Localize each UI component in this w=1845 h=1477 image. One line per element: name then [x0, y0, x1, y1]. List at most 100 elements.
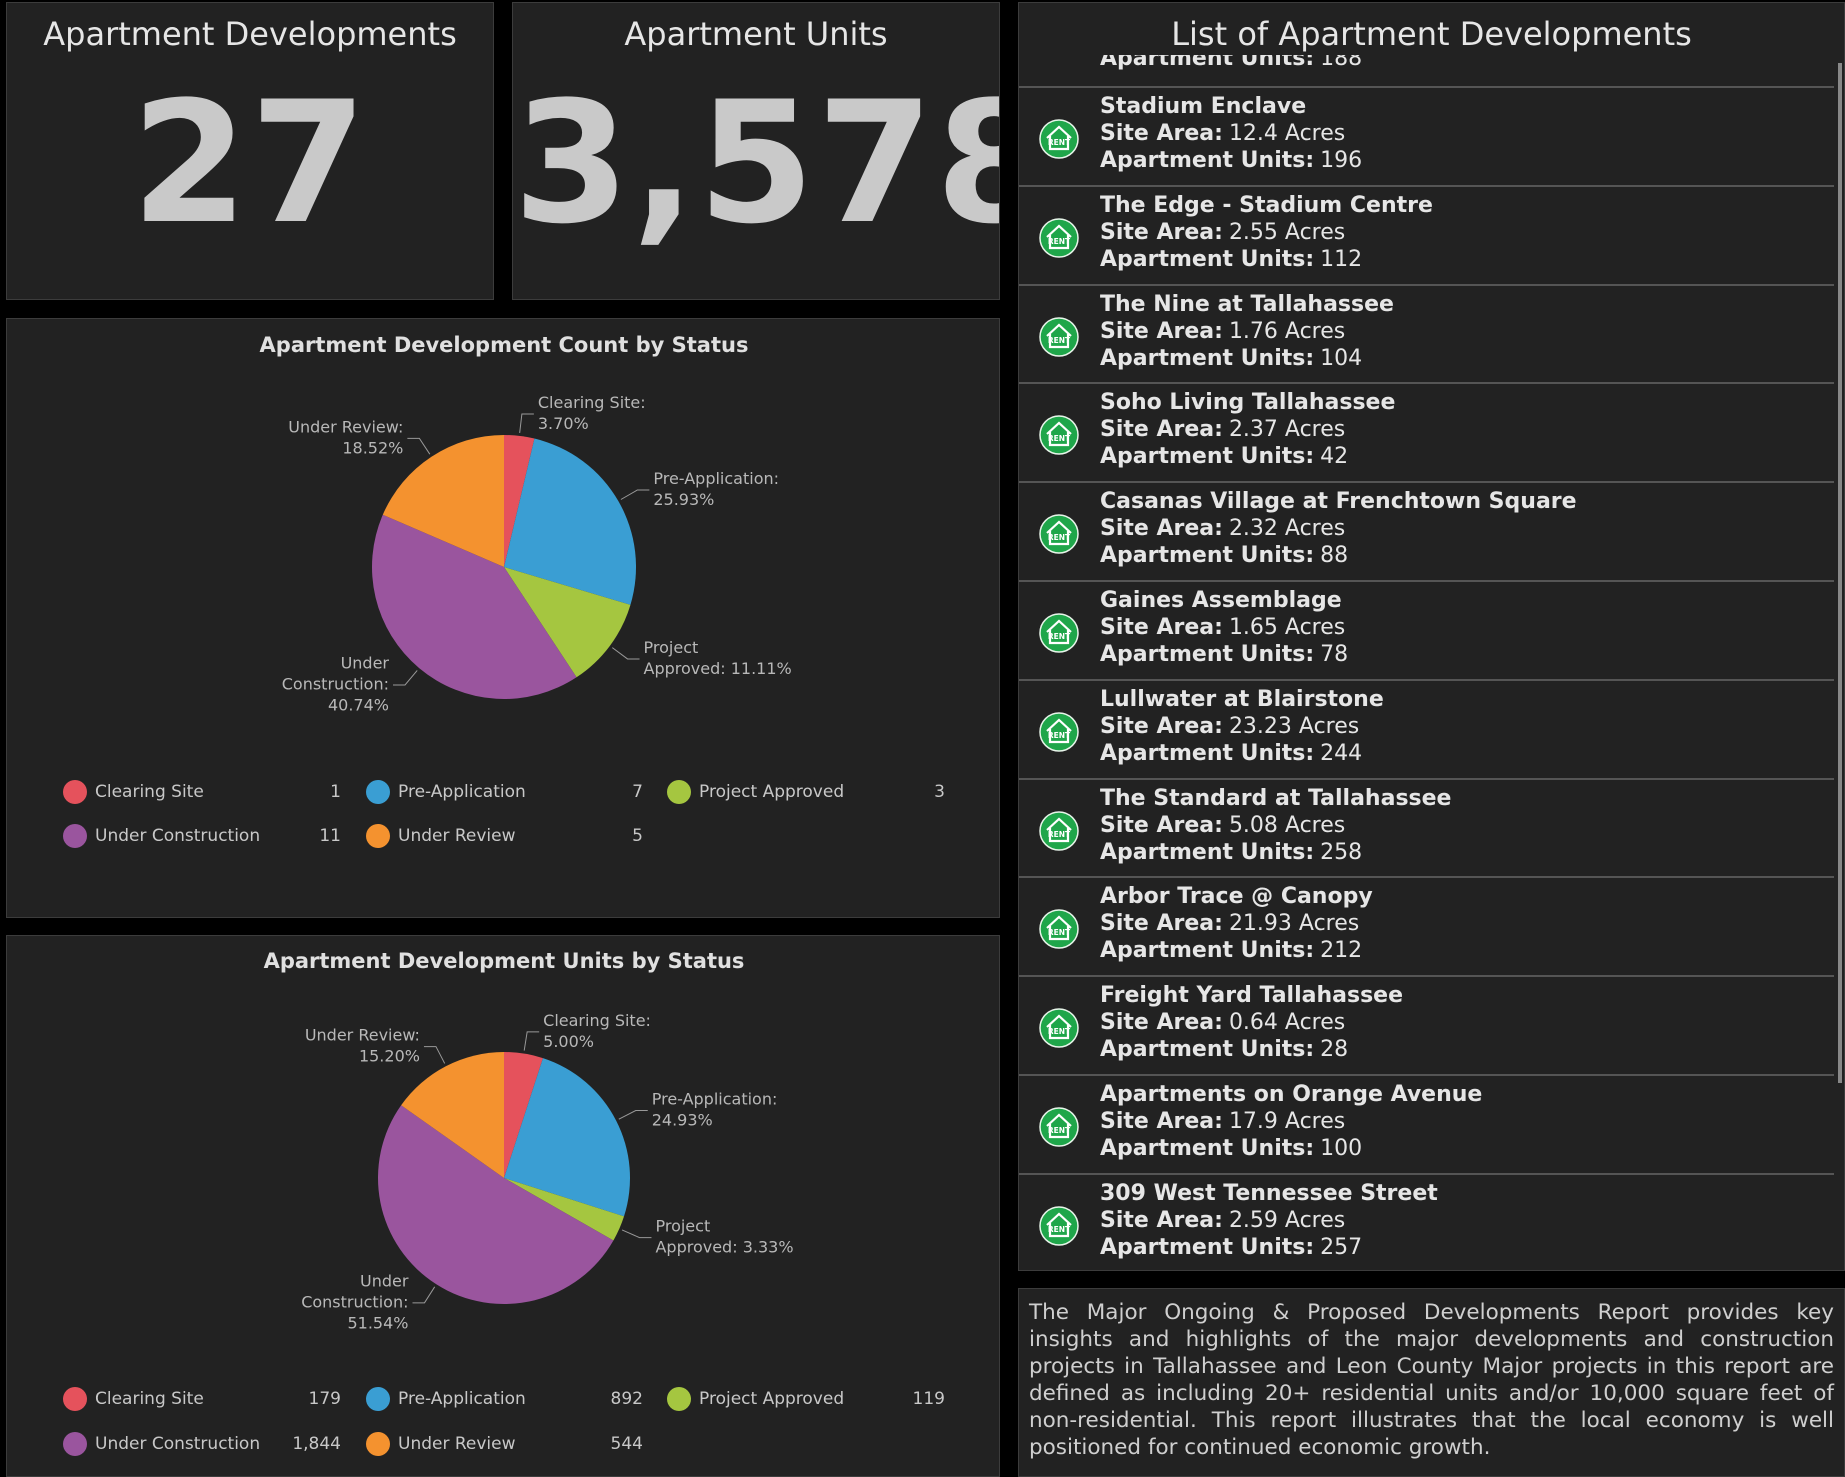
icon-text: RENT: [1048, 731, 1071, 740]
icon-house: [1046, 1113, 1072, 1139]
leader-line: [620, 489, 650, 500]
item-name: Soho Living Tallahassee: [1100, 390, 1396, 416]
legend-label: Under Review: [398, 826, 516, 846]
field-value: 112: [1320, 246, 1363, 272]
field-label: Site Area:: [1100, 911, 1223, 937]
field-value: 2.32 Acres: [1228, 516, 1346, 542]
item-name: The Standard at Tallahassee: [1100, 785, 1452, 811]
item-units: Apartment Units: 112: [1100, 247, 1362, 272]
list-item[interactable]: RENT Soho Living Tallahassee Site Area: 2.3…: [1019, 382, 1834, 480]
legend-value: 1,844: [292, 1434, 341, 1454]
item-site-area: Site Area: 1.76 Acres: [1100, 319, 1345, 344]
scrollbar[interactable]: [1838, 63, 1842, 1083]
legend-label: Under Construction: [95, 826, 260, 846]
legend-value: 5: [632, 826, 643, 846]
legend-label: Under Construction: [95, 1434, 260, 1454]
pie-slice: [377, 1105, 614, 1305]
item-site-area: Site Area: 12.4 Acres: [1100, 121, 1345, 146]
legend-value: 3: [934, 782, 945, 802]
slice-label: Project: [655, 1217, 710, 1236]
slice-label: 18.52%: [342, 438, 403, 457]
list-item[interactable]: RENT 309 West Tennessee Street Site Area: 2…: [1019, 1172, 1834, 1270]
rent-icon: RENT: [1039, 316, 1079, 357]
field-value: 12.4 Acres: [1228, 121, 1346, 146]
rent-icon: RENT: [1039, 613, 1079, 653]
pie-slice: [504, 435, 535, 567]
legend-value: 544: [611, 1434, 643, 1454]
field-label: Apartment Units:: [1100, 444, 1315, 470]
field-label: Site Area:: [1100, 417, 1223, 443]
list-item[interactable]: RENT Gaines Assemblage Site Area: 1.65 Acre…: [1019, 580, 1834, 678]
field-label: Site Area:: [1100, 615, 1223, 640]
slice-label: Approved: 3.33%: [655, 1238, 793, 1257]
rent-icon: RENT: [1039, 415, 1079, 456]
item-name: Apartments on Orange Avenue: [1100, 1082, 1483, 1107]
legend-swatch: [366, 1387, 390, 1411]
slice-label: 51.54%: [347, 1313, 408, 1332]
list-item[interactable]: RENT Lullwater at Blairstone Site Area: 23.…: [1019, 678, 1834, 777]
legend-value: 7: [632, 782, 643, 802]
legend-swatch: [63, 824, 87, 848]
legend-swatch: [63, 1387, 87, 1411]
leader-line: [423, 1046, 446, 1064]
slice-label: 25.93%: [653, 490, 714, 509]
pie-slice: [504, 1052, 543, 1178]
item-units: Apartment Units: 100: [1100, 1136, 1362, 1161]
field-label: Apartment Units:: [1100, 1234, 1315, 1260]
field-value: 88: [1320, 543, 1349, 569]
rent-icon: RENT: [1039, 810, 1079, 851]
list-body[interactable]: Apartment Units: 188 RENT Stadium Enclave Si…: [1019, 55, 1844, 1270]
pie-slice: [504, 438, 636, 605]
icon-text: RENT: [1048, 1126, 1071, 1135]
list-item[interactable]: RENT Arbor Trace @ Canopy Site Area: 21.93 …: [1019, 876, 1834, 974]
legend-swatch: [366, 824, 390, 848]
pie-slice: [382, 435, 504, 567]
indicator-title: Apartment Developments: [43, 15, 457, 53]
pie-slice: [401, 1052, 504, 1178]
slice-label: Under: [341, 653, 390, 672]
legend-label: Project Approved: [699, 1389, 844, 1409]
item-units: Apartment Units: 258: [1100, 840, 1362, 865]
field-value: 42: [1320, 444, 1349, 470]
field-value: 0.64 Acres: [1228, 1010, 1346, 1036]
icon-house: [1046, 817, 1072, 842]
leader-line: [412, 1286, 436, 1304]
icon-house: [1046, 1014, 1072, 1040]
slice-label: Under Review:: [305, 1026, 420, 1045]
field-value: 188: [1320, 55, 1363, 71]
icon-house: [1046, 323, 1072, 348]
icon-text: RENT: [1048, 1027, 1071, 1036]
icon-text: RENT: [1048, 928, 1071, 937]
icon-house: [1046, 718, 1072, 743]
indicator-panel: Apartment Developments 27: [6, 2, 494, 300]
list-item[interactable]: RENT Apartments on Orange Avenue Site Area…: [1019, 1074, 1834, 1172]
item-name: Freight Yard Tallahassee: [1100, 983, 1404, 1009]
list-item[interactable]: RENT The Edge - Stadium Centre Site Area: 2…: [1019, 184, 1834, 283]
list-item[interactable]: RENT The Nine at Tallahassee Site Area: 1.7…: [1019, 283, 1834, 382]
list-item[interactable]: RENT Freight Yard Tallahassee Site Area: 0.…: [1019, 975, 1834, 1073]
leader-line: [519, 413, 534, 433]
field-value: 2.37 Acres: [1228, 417, 1346, 443]
chart-title: Apartment Development Units by Status: [264, 949, 745, 973]
icon-text: RENT: [1048, 434, 1071, 443]
item-name: Arbor Trace @ Canopy: [1100, 884, 1373, 910]
icon-house: [1046, 915, 1072, 941]
legend-swatch: [366, 780, 390, 804]
item-site-area: Site Area: 21.93 Acres: [1100, 911, 1359, 936]
field-label: Apartment Units:: [1100, 55, 1315, 71]
item-units: Apartment Units: 104: [1100, 346, 1362, 371]
legend-value: 11: [319, 826, 341, 846]
list-item[interactable]: RENT Stadium Enclave Site Area: 12.4 Acres A…: [1019, 86, 1834, 184]
slice-label: Pre-Application:: [653, 469, 779, 488]
field-label: Apartment Units:: [1100, 642, 1315, 667]
legend-swatch: [366, 1432, 390, 1456]
item-units: Apartment Units: 257: [1100, 1235, 1362, 1260]
field-value: 244: [1320, 740, 1363, 766]
list-item[interactable]: RENT The Standard at Tallahassee Site Area…: [1019, 777, 1834, 876]
slice-label: 15.20%: [359, 1047, 420, 1066]
field-label: Site Area:: [1100, 318, 1223, 344]
icon-house: [1046, 224, 1072, 249]
list-item[interactable]: RENT Casanas Village at Frenchtown Square…: [1019, 481, 1834, 579]
field-label: Site Area:: [1100, 1010, 1223, 1036]
